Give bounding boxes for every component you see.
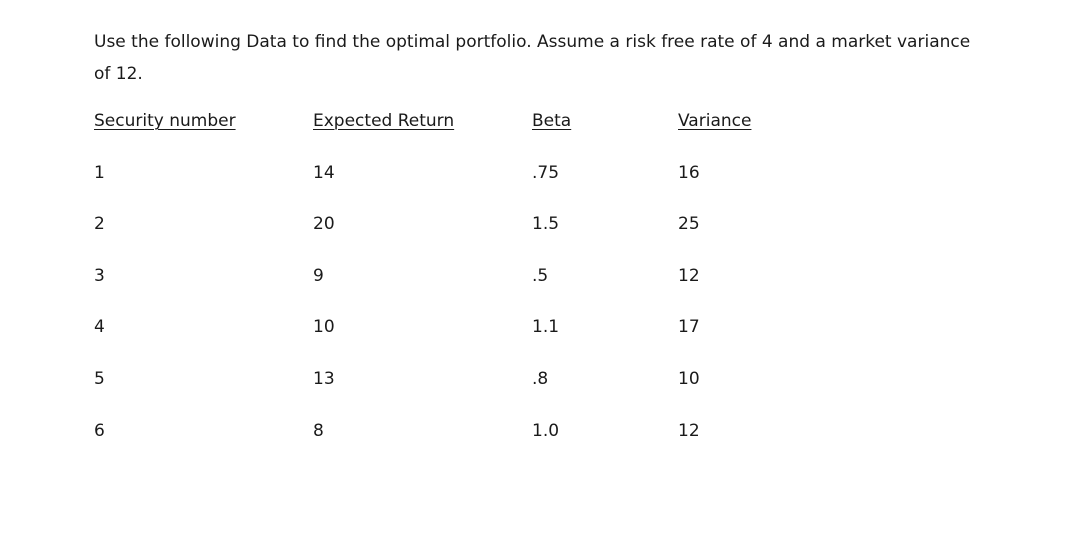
expected-return-cell: 9	[313, 266, 324, 286]
beta-cell: 1.5	[532, 214, 560, 234]
header-security-number: Security number	[94, 111, 236, 131]
variance-cell: 25	[678, 214, 700, 234]
variance-cell: 16	[678, 163, 700, 183]
security-number-cell: 6	[94, 421, 105, 441]
beta-cell: 1.0	[532, 421, 560, 441]
header-variance: Variance	[678, 111, 752, 131]
beta-cell: .8	[532, 369, 549, 389]
beta-cell: .5	[532, 266, 549, 286]
variance-cell: 10	[678, 369, 700, 389]
expected-return-cell: 13	[313, 369, 335, 389]
beta-cell: 1.1	[532, 317, 560, 337]
beta-cell: .75	[532, 163, 560, 183]
variance-cell: 12	[678, 421, 700, 441]
expected-return-cell: 8	[313, 421, 324, 441]
question-line-1: Use the following Data to find the optim…	[94, 32, 971, 52]
expected-return-cell: 14	[313, 163, 335, 183]
security-number-cell: 4	[94, 317, 105, 337]
expected-return-cell: 10	[313, 317, 335, 337]
security-number-cell: 3	[94, 266, 105, 286]
security-number-cell: 5	[94, 369, 105, 389]
header-beta: Beta	[532, 111, 572, 131]
expected-return-cell: 20	[313, 214, 335, 234]
security-number-cell: 1	[94, 163, 105, 183]
variance-cell: 17	[678, 317, 700, 337]
header-expected-return: Expected Return	[313, 111, 455, 131]
question-text: Use the following Data to find the optim…	[94, 26, 1044, 90]
variance-cell: 12	[678, 266, 700, 286]
question-line-2: of 12.	[94, 64, 143, 84]
security-number-cell: 2	[94, 214, 105, 234]
